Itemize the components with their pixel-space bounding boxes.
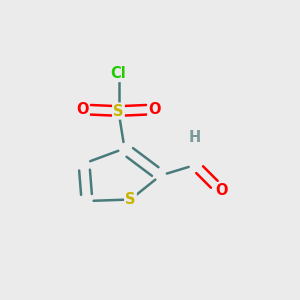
Text: H: H [189,130,201,146]
Text: O: O [216,183,228,198]
Text: S: S [125,192,136,207]
Text: O: O [148,102,161,117]
Text: S: S [113,103,124,118]
Text: O: O [76,102,89,117]
Text: Cl: Cl [111,66,126,81]
